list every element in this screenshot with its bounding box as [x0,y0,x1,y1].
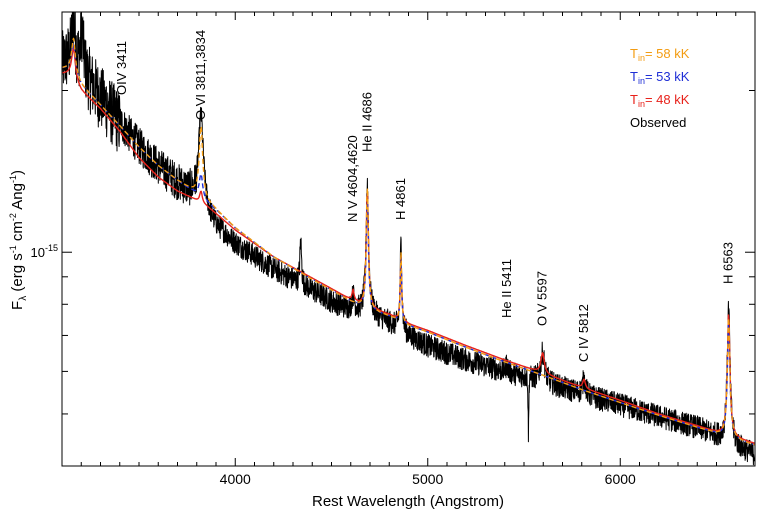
y-label-exp1: -1 [8,245,18,253]
legend-sub: in [638,76,645,86]
legend-sub: in [638,53,645,63]
x-axis-label: Rest Wavelength (Angstrom) [312,493,504,510]
x-tick-label: 4000 [220,471,251,487]
line-label: O V 5597 [535,271,550,326]
legend-prefix: T [630,46,638,61]
legend-entry: Observed [630,115,686,130]
plot-area [62,12,755,466]
line-label: C IV 5812 [576,304,591,362]
legend-value: = 58 kK [645,46,690,61]
line-label: H 4861 [393,178,408,220]
axes: 4000 5000 6000 10-15 [31,12,756,487]
line-label: He II 4686 [359,92,374,152]
y-label-mid2: Ang [9,183,26,213]
y-tick-exp: -15 [45,243,58,253]
y-label-exp2: -2 [8,213,18,221]
line-label: O VI 3811,3834 [193,30,208,120]
legend-value: = 53 kK [645,69,690,84]
line-label: H 6563 [721,242,736,284]
legend-value: = 48 kK [645,92,690,107]
x-tick-label: 5000 [412,471,443,487]
y-tick-label: 10-15 [31,243,58,260]
series-line-3 [62,47,755,444]
series-line-1 [62,37,755,446]
legend-entry: Tin= 53 kK [630,69,690,86]
x-tick-label: 6000 [605,471,636,487]
y-label-units-open: (erg s [9,253,26,291]
y-label-exp3: -1 [8,175,18,183]
y-label-mid1: cm [9,221,26,245]
legend-entry: Tin= 48 kK [630,92,690,109]
y-label-main: F [9,301,26,310]
y-label-sub: λ [18,296,29,301]
line-label: OIV 3411 [114,41,129,95]
y-label-units-close: ) [9,170,26,175]
series-line-0 [62,12,755,466]
legend-prefix: T [630,69,638,84]
y-tick-base: 10 [31,245,45,260]
legend-entry: Tin= 58 kK [630,46,690,63]
legend-sub: in [638,99,645,109]
line-label: N V 4604,4620 [345,135,360,222]
line-label: He II 5411 [499,259,514,318]
y-axis-label: Fλ (erg s-1 cm-2 Ang-1) [8,170,29,310]
legend-prefix: T [630,92,638,107]
